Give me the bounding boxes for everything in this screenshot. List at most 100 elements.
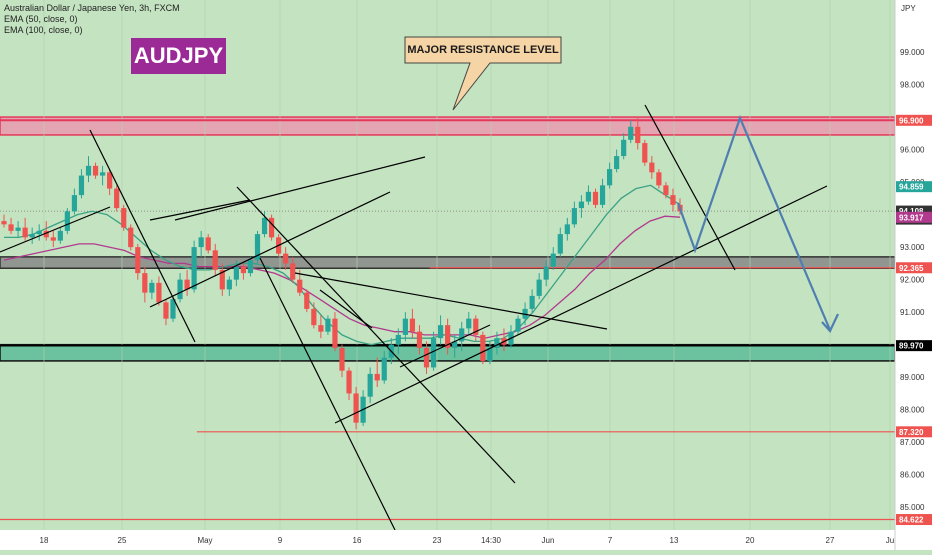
price-label-box [896, 181, 932, 193]
candle-body [459, 328, 465, 342]
candle-body [22, 227, 28, 238]
candle-body [43, 230, 49, 238]
candle-body [191, 247, 197, 290]
candle-body [29, 234, 35, 238]
candle-body [663, 185, 669, 196]
candle-body [578, 201, 585, 209]
trend-line [236, 186, 516, 484]
candle-body [240, 266, 247, 274]
candle-body [339, 347, 345, 371]
candle-body [423, 347, 430, 368]
candle-body [107, 172, 113, 189]
x-tick-label: 25 [118, 536, 127, 545]
trend-line [399, 324, 491, 368]
x-tick-label: 14:30 [481, 536, 502, 545]
price-label: 94.108 [899, 207, 924, 216]
candle-body [529, 295, 535, 309]
x-tick-label: 18 [40, 536, 49, 545]
candle-body [656, 172, 662, 186]
candle-body [247, 260, 254, 274]
price-label: 89.970 [899, 342, 924, 351]
price-axis [895, 0, 932, 550]
candle-body [452, 341, 458, 348]
candle-body [212, 250, 218, 270]
candle-body [614, 156, 620, 170]
candle-body [121, 208, 127, 228]
time-axis [0, 530, 895, 550]
x-tick-label: Ju [886, 536, 894, 545]
candle-body [254, 234, 261, 261]
trend-line [89, 129, 196, 343]
trend-line [319, 289, 373, 329]
candle-body [635, 126, 641, 144]
x-tick-label: Jun [542, 536, 555, 545]
price-label-box [896, 262, 932, 274]
candle-body [473, 318, 479, 335]
candle-body [50, 237, 56, 241]
y-tick-label: 91.000 [900, 308, 925, 317]
y-tick-label: 92.000 [900, 276, 925, 285]
candle-body [480, 334, 486, 361]
x-tick-label: May [197, 536, 212, 545]
candle-body [114, 188, 120, 209]
price-label-box [896, 211, 932, 223]
y-tick-label: 96.000 [900, 146, 925, 155]
candle-body [99, 172, 106, 176]
y-tick-label: 85.000 [900, 503, 925, 512]
candle-body [543, 266, 549, 280]
candle-body [494, 338, 500, 348]
ema50-line [4, 184, 681, 346]
trend-line [259, 257, 396, 531]
price-label: 87.320 [899, 428, 924, 437]
candle-body [149, 282, 155, 293]
x-tick-label: 7 [608, 536, 613, 545]
candle-body [297, 279, 303, 293]
candle-body [564, 224, 570, 235]
candle-body [430, 338, 437, 368]
candle-body [550, 253, 556, 267]
candle-body [536, 279, 542, 296]
y-tick-label: 99.000 [900, 48, 925, 57]
candle-body [557, 234, 563, 254]
y-tick-label: 88.000 [900, 406, 925, 415]
price-label: 92.365 [899, 264, 924, 273]
y-tick-label: 98.000 [900, 81, 925, 90]
y-tick-label: 89.000 [900, 373, 925, 382]
y-tick-label: 93.000 [900, 243, 925, 252]
candle-body [163, 302, 169, 319]
trend-line [294, 272, 608, 330]
candle-body [57, 230, 63, 241]
candle-body [325, 318, 331, 332]
candle-body [205, 237, 211, 251]
candle-body [71, 195, 78, 212]
candle-body [606, 169, 613, 186]
candle-body [177, 279, 183, 300]
symbol-badge: AUDJPY [131, 38, 226, 74]
candle-body [409, 318, 416, 332]
candle-body [466, 318, 472, 329]
x-tick-label: 23 [433, 536, 442, 545]
trend-line [149, 191, 391, 308]
x-tick-label: 16 [353, 536, 362, 545]
trend-line [174, 156, 426, 221]
candle-body [311, 308, 317, 326]
candle-body [290, 263, 296, 280]
x-tick-label: 27 [826, 536, 835, 545]
chart-legend: Australian Dollar / Japanese Yen, 3h, FX… [4, 3, 180, 36]
price-label-box [896, 340, 932, 352]
projection-path [676, 114, 832, 331]
candle-body [515, 318, 521, 332]
candle-body [128, 227, 134, 248]
price-label: 93.917 [899, 213, 924, 222]
candle-body [592, 191, 599, 205]
candle-body [649, 162, 655, 173]
candle-body [156, 282, 162, 303]
price-label: 96.900 [899, 116, 924, 125]
mid-zone-zone [0, 256, 896, 270]
candle-body [184, 279, 190, 290]
price-label: 94.859 [899, 183, 924, 192]
trend-line [0, 206, 111, 253]
trend-line [644, 104, 736, 271]
